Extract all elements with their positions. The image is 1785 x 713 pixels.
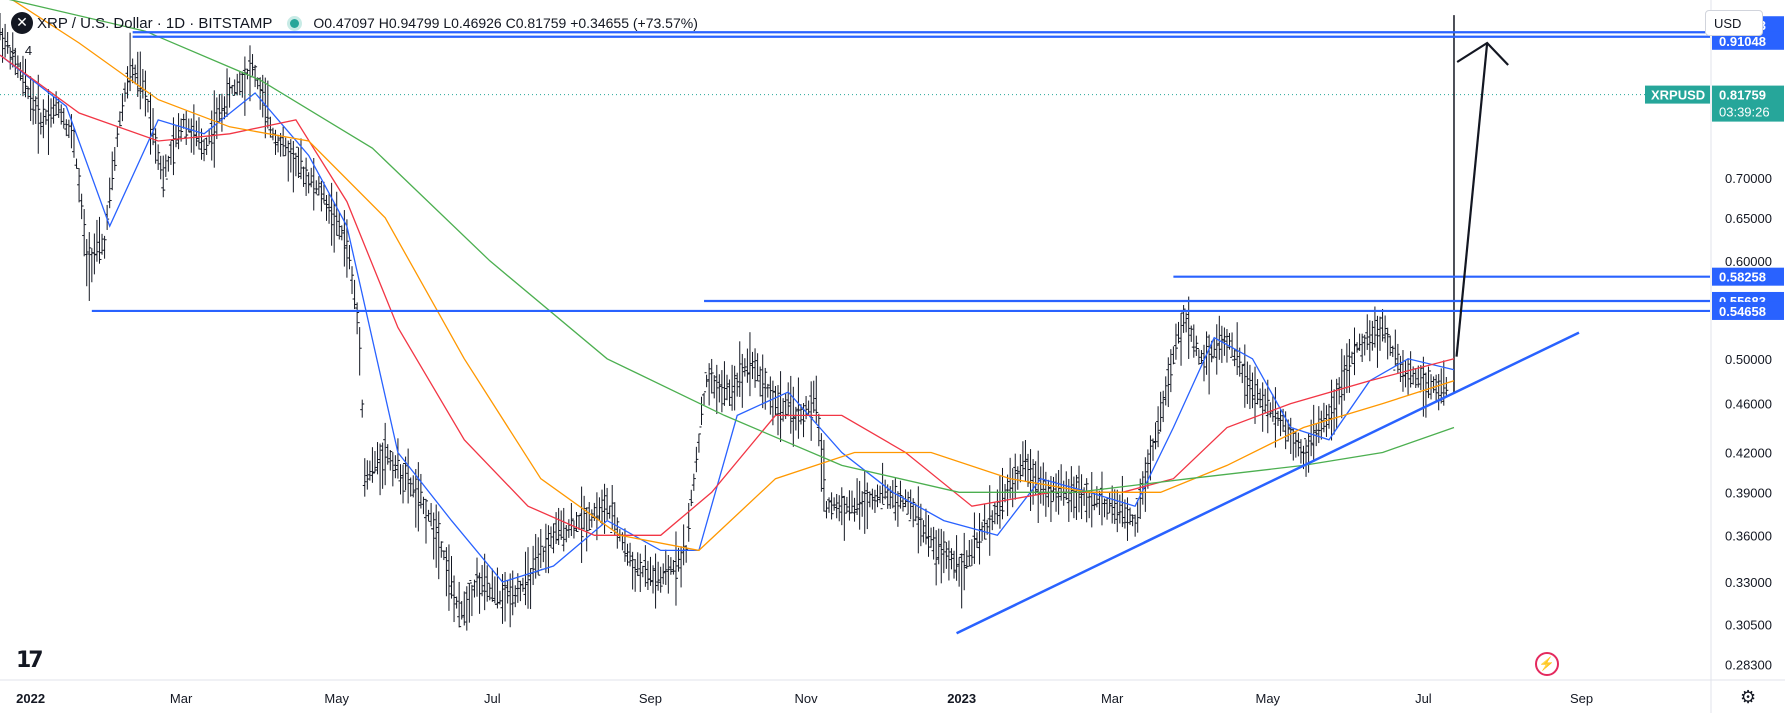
x-tick-label: Mar bbox=[1101, 691, 1124, 706]
y-tick-label: 0.46000 bbox=[1725, 397, 1772, 412]
x-tick-label: May bbox=[1255, 691, 1280, 706]
last-price-tag-bg bbox=[1712, 85, 1784, 122]
ascending-trendline[interactable] bbox=[956, 331, 1580, 635]
x-tick-label: 2022 bbox=[16, 691, 45, 706]
symbol-title[interactable]: XRP / U.S. Dollar · 1D · BITSTAMP bbox=[37, 14, 273, 32]
moving-average-line bbox=[0, 54, 1455, 536]
y-tick-label: 0.65000 bbox=[1725, 211, 1772, 226]
y-tick-label: 0.42000 bbox=[1725, 445, 1772, 460]
y-tick-label: 0.60000 bbox=[1725, 254, 1772, 269]
moving-average-line bbox=[0, 54, 1455, 583]
x-tick-label: Nov bbox=[795, 691, 819, 706]
x-tick-label: Sep bbox=[639, 691, 662, 706]
indicators-toggle[interactable]: ⌄ 4 bbox=[8, 42, 32, 58]
x-tick-label: 2023 bbox=[947, 691, 976, 706]
arrow-head-icon bbox=[1456, 41, 1509, 66]
indicator-count: 4 bbox=[24, 42, 33, 58]
level-price-tag-bg bbox=[1712, 31, 1784, 50]
symbol-tag-bg bbox=[1645, 85, 1710, 104]
level-price-tag: 0.58258 bbox=[1719, 270, 1766, 285]
chart-header: ✕ XRP / U.S. Dollar · 1D · BITSTAMP O0.4… bbox=[0, 10, 698, 36]
last-price-tag: 0.81759 bbox=[1719, 88, 1766, 103]
x-tick-label: Sep bbox=[1570, 691, 1593, 706]
y-tick-label: 0.33000 bbox=[1725, 575, 1772, 590]
y-tick-label: 0.30500 bbox=[1725, 617, 1772, 632]
moving-average-line bbox=[8, 0, 1455, 493]
x-tick-label: Jul bbox=[1415, 691, 1432, 706]
moving-average-line bbox=[11, 0, 1455, 552]
market-status-icon bbox=[290, 18, 300, 28]
tradingview-logo-icon: 17 bbox=[16, 648, 44, 673]
gear-icon[interactable]: ⚙ bbox=[1740, 687, 1757, 708]
x-tick-label: Mar bbox=[170, 691, 193, 706]
chevron-down-icon[interactable]: ⌄ bbox=[8, 42, 19, 57]
y-tick-label: 0.39000 bbox=[1725, 485, 1772, 500]
bar-countdown: 03:39:26 bbox=[1719, 105, 1770, 120]
level-price-tag: 0.91048 bbox=[1719, 34, 1766, 49]
projection-arrow[interactable] bbox=[1455, 42, 1489, 357]
level-price-tag-bg bbox=[1712, 301, 1784, 320]
x-tick-label: May bbox=[324, 691, 349, 706]
y-tick-label: 0.28300 bbox=[1725, 658, 1772, 673]
x-logo-icon: ✕ bbox=[11, 12, 33, 34]
level-price-tag: 0.54658 bbox=[1719, 304, 1766, 319]
x-tick-label: Jul bbox=[484, 691, 501, 706]
y-tick-label: 0.70000 bbox=[1725, 171, 1772, 186]
flash-icon[interactable]: ⚡ bbox=[1535, 652, 1559, 676]
ohlc-values: O0.47097 H0.94799 L0.46926 C0.81759 +0.3… bbox=[313, 15, 698, 31]
y-tick-label: 0.50000 bbox=[1725, 352, 1772, 367]
y-tick-label: 0.36000 bbox=[1725, 528, 1772, 543]
symbol-tag: XRPUSD bbox=[1651, 88, 1705, 103]
currency-selector[interactable]: USD bbox=[1705, 10, 1763, 36]
level-price-tag-bg bbox=[1712, 267, 1784, 286]
